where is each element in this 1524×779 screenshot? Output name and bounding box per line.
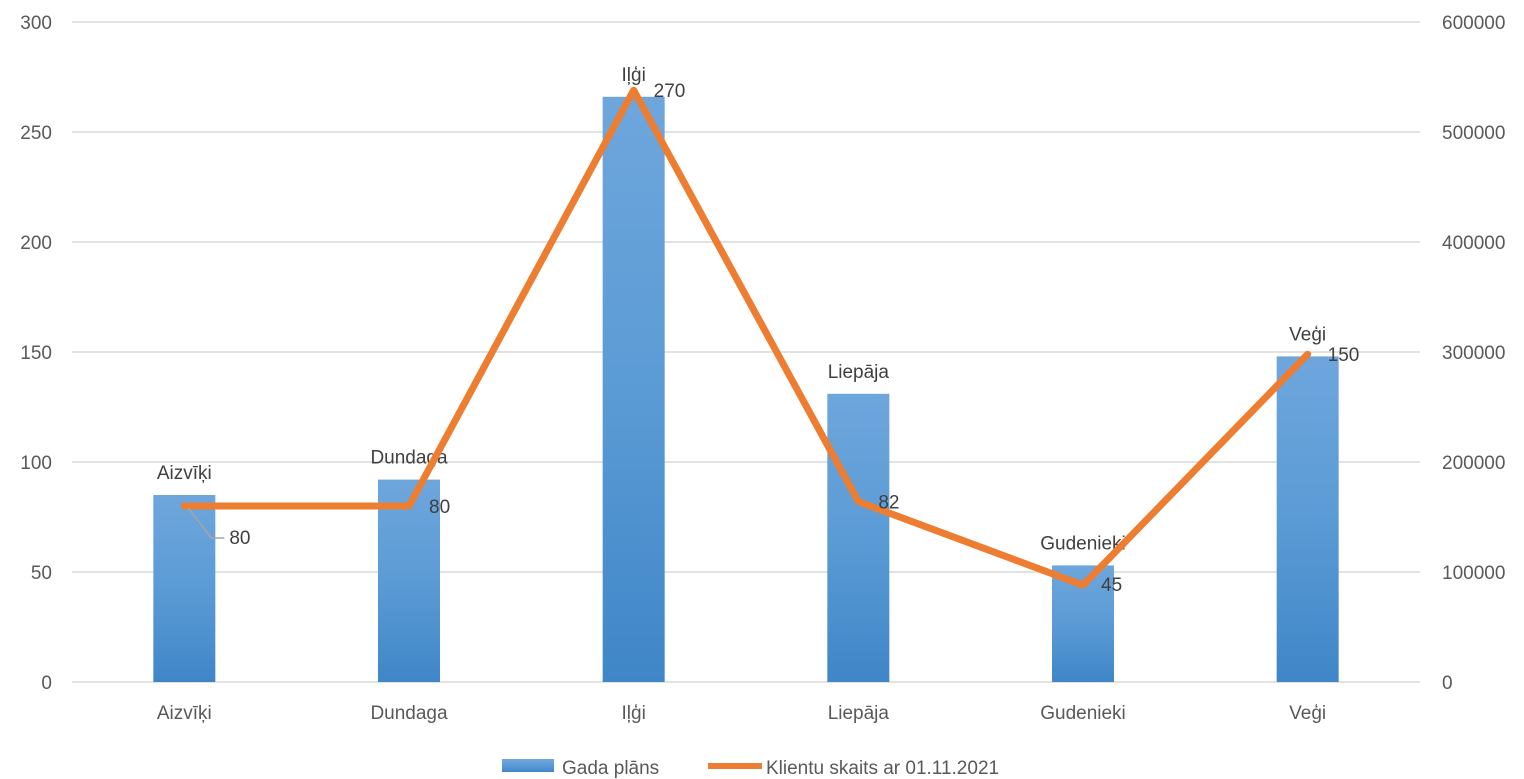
line-point [857, 500, 860, 503]
category-label: Aizvīķi [157, 703, 212, 724]
bar [378, 479, 440, 682]
category-label: Iļģi [622, 703, 646, 724]
left-tick-label: 150 [20, 343, 52, 364]
right-tick-label: 100000 [1442, 563, 1505, 584]
bar-data-label: Iļģi [622, 65, 646, 86]
category-label: Veģi [1289, 703, 1326, 724]
line-data-label: 82 [878, 493, 899, 514]
line-point [408, 505, 410, 507]
line-data-label: 80 [229, 528, 250, 549]
bar-series [153, 96, 1339, 683]
bar-data-label: Gudenieki [1040, 533, 1126, 554]
category-label: Liepāja [828, 703, 890, 724]
left-tick-label: 0 [41, 673, 52, 694]
left-tick-label: 200 [20, 233, 52, 254]
right-tick-label: 400000 [1442, 233, 1505, 254]
category-label: Dundaga [370, 703, 448, 724]
right-tick-label: 500000 [1442, 123, 1505, 144]
left-tick-label: 300 [20, 13, 52, 34]
leader-line [187, 507, 225, 539]
right-y-axis: 0 100000 200000 300000 400000 500000 600000 [1442, 13, 1505, 694]
bar-data-label: Liepāja [828, 362, 890, 383]
left-y-axis: 0 50 100 150 200 250 300 [20, 13, 52, 694]
bar-data-label: Veģi [1289, 324, 1326, 345]
legend-label-bar: Gada plāns [562, 758, 659, 779]
gridlines [72, 21, 1420, 683]
line-data-label: 150 [1328, 345, 1360, 366]
left-tick-label: 100 [20, 453, 52, 474]
line-point [1306, 353, 1309, 356]
bar [1276, 356, 1339, 682]
bar [153, 495, 216, 682]
bar [827, 393, 890, 682]
line-data-label: 80 [429, 497, 450, 518]
line-data-labels: 80 80 270 82 45 150 [187, 81, 1360, 596]
left-tick-label: 250 [20, 123, 52, 144]
line-path [180, 86, 1312, 589]
line-series [180, 86, 1312, 589]
legend-swatch-bar [502, 759, 554, 772]
legend-label-line: Klientu skaits ar 01.11.2021 [766, 758, 999, 779]
bar [602, 96, 665, 683]
category-label: Gudenieki [1040, 703, 1126, 724]
right-tick-label: 300000 [1442, 343, 1505, 364]
legend: Gada plāns Klientu skaits ar 01.11.2021 [502, 758, 999, 779]
right-tick-label: 0 [1442, 673, 1453, 694]
line-point [1082, 584, 1084, 587]
line-point [183, 505, 186, 507]
left-tick-label: 50 [31, 563, 52, 584]
right-tick-label: 200000 [1442, 453, 1505, 474]
right-tick-label: 600000 [1442, 13, 1505, 34]
line-data-label: 45 [1101, 575, 1122, 596]
x-axis-categories: Aizvīķi Dundaga Iļģi Liepāja Gudenieki Veģi [157, 703, 1326, 724]
bar-data-label: Aizvīķi [157, 463, 212, 484]
line-point [632, 89, 635, 92]
line-data-label: 270 [654, 81, 686, 102]
